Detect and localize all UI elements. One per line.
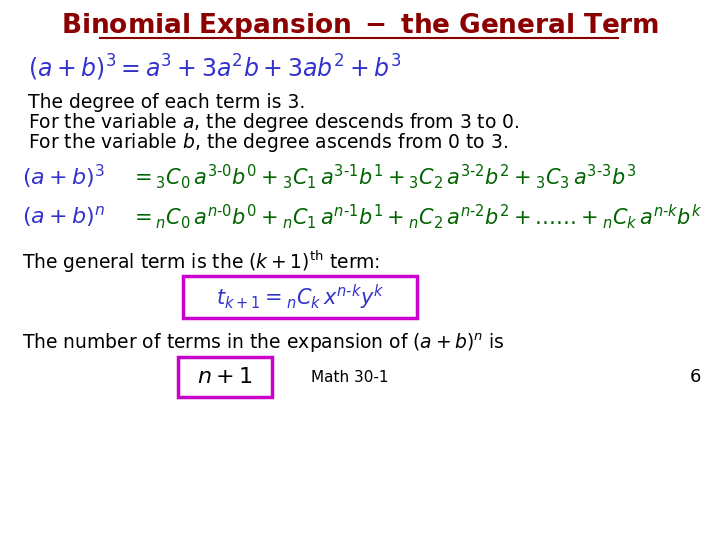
Text: The general term is the $(k + 1)^{\mathrm{th}}$ term:: The general term is the $(k + 1)^{\mathr…	[22, 249, 379, 275]
Text: The number of terms in the expansion of $(a + b)^n$ is: The number of terms in the expansion of …	[22, 332, 505, 355]
Text: For the variable $\it{b}$, the degree ascends from 0 to 3.: For the variable $\it{b}$, the degree as…	[28, 132, 508, 154]
Text: For the variable $\it{a}$, the degree descends from 3 to 0.: For the variable $\it{a}$, the degree de…	[28, 111, 520, 134]
FancyBboxPatch shape	[183, 276, 417, 318]
Text: $= {}_{3}C_0\, a^{3\text{-}0}b^0 + {}_{3}C_1\, a^{3\text{-}1}b^1+ {}_{3}C_2\, a^: $= {}_{3}C_0\, a^{3\text{-}0}b^0 + {}_{3…	[130, 163, 636, 191]
Text: $= {}_{n}C_0\, a^{n\text{-}0}b^0 + {}_{n}C_1\, a^{n\text{-}1}b^1+ {}_{n}C_2\, a^: $= {}_{n}C_0\, a^{n\text{-}0}b^0 + {}_{n…	[130, 202, 703, 232]
Text: Math 30-1: Math 30-1	[311, 369, 389, 384]
Text: $t_{k+1} = {}_{n}C_k\, x^{n\text{-}k}y^k$: $t_{k+1} = {}_{n}C_k\, x^{n\text{-}k}y^k…	[216, 282, 384, 312]
Text: $(a + b)^3$: $(a + b)^3$	[22, 163, 105, 191]
Text: $n + 1$: $n + 1$	[197, 367, 253, 387]
Text: $6$: $6$	[689, 368, 701, 386]
Text: $(a + b)^3 = a^3 + 3a^2b + 3ab^2 + b^3$: $(a + b)^3 = a^3 + 3a^2b + 3ab^2 + b^3$	[28, 53, 402, 83]
FancyBboxPatch shape	[178, 357, 272, 397]
Text: $(a + b)^n$: $(a + b)^n$	[22, 205, 105, 230]
Text: $\mathbf{Binomial\ Expansion\ -\ the\ General\ Term}$: $\mathbf{Binomial\ Expansion\ -\ the\ Ge…	[61, 11, 659, 41]
Text: The degree of each term is 3.: The degree of each term is 3.	[28, 93, 305, 112]
